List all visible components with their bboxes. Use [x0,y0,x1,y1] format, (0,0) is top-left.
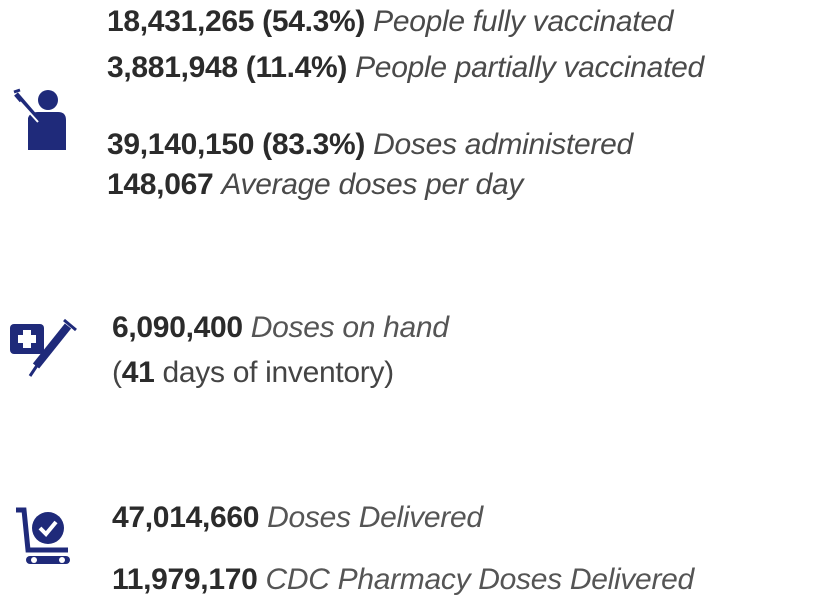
stat-value: 39,140,150 (83.3%) [107,128,366,161]
stat-value: 18,431,265 (54.3%) [107,5,366,38]
stat-label: People fully vaccinated [373,5,674,38]
stat-label: days of inventory) [162,356,394,389]
stat-value: 6,090,400 [112,311,243,344]
inventory-icon [10,318,77,377]
delivered-icon [16,507,70,564]
stat-value: 41 [121,356,155,389]
stat-line: 3,881,948 (11.4%) People partially vaccin… [107,51,704,85]
stat-value: 3,881,948 (11.4%) [107,51,348,84]
stat-prefix: ( [112,356,122,389]
stat-line: 11,979,170 CDC Pharmacy Doses Delivered [112,563,694,597]
stat-line: 18,431,265 (54.3%) People fully vaccinate… [107,5,673,39]
stat-line: 6,090,400 Doses on hand [112,311,449,345]
stat-line: 39,140,150 (83.3%) Doses administered [107,128,633,162]
stat-value: 11,979,170 [112,563,258,596]
stat-line: 148,067 Average doses per day [107,168,523,202]
stat-label: People partially vaccinated [355,51,704,84]
stat-value: 47,014,660 [112,501,260,534]
vaccinated-icon [13,88,66,150]
stat-label: Average doses per day [221,168,524,201]
stat-line: (41 days of inventory) [112,356,394,390]
stat-label: CDC Pharmacy Doses Delivered [265,563,695,596]
stat-label: Doses administered [373,128,633,161]
stat-label: Doses Delivered [267,501,483,534]
stat-line: 47,014,660 Doses Delivered [112,501,483,535]
stat-label: Doses on hand [250,311,449,344]
stat-value: 148,067 [107,168,214,201]
